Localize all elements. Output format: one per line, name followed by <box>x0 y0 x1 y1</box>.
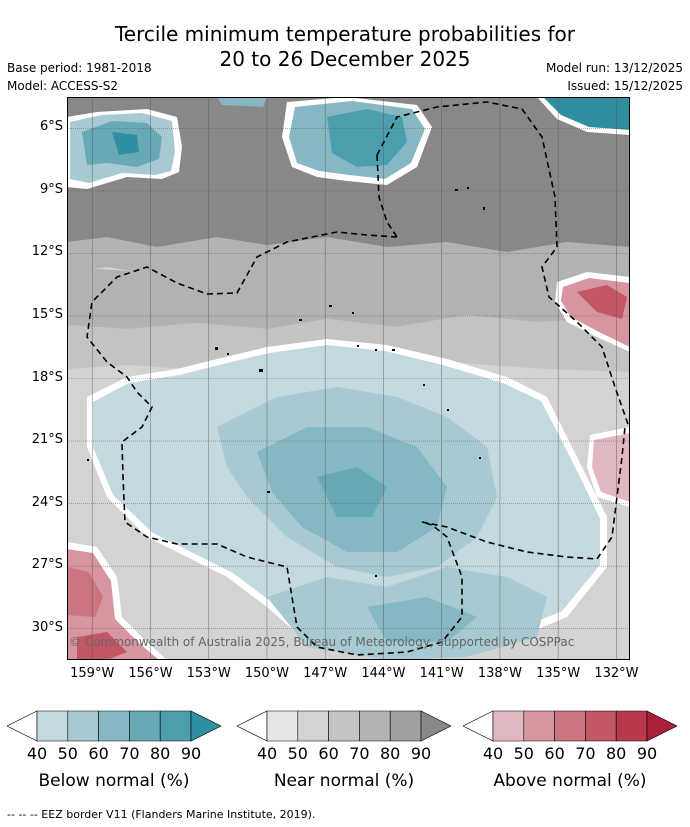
legend-bin <box>266 710 299 742</box>
eez-border-lines <box>86 101 630 656</box>
copyright-notice: © Commonwealth of Australia 2025, Bureau… <box>69 635 574 649</box>
legend-low-arrow <box>7 710 38 742</box>
legend-low-arrow <box>463 710 494 742</box>
base-period: Base period: 1981-2018 <box>7 61 152 75</box>
legend-colorbar-near <box>237 710 451 742</box>
chart-title: Tercile minimum temperature probabilitie… <box>0 22 690 72</box>
longitude-label: 138°W <box>477 666 522 681</box>
latitude-label: 6°S <box>39 119 63 135</box>
legend-bin <box>297 710 329 742</box>
legend-bin <box>389 710 422 742</box>
legend-high-arrow <box>420 710 451 742</box>
longitude-label: 132°W <box>594 666 639 681</box>
legend-tick-label: 50 <box>287 744 308 763</box>
latitude-label: 15°S <box>31 306 63 322</box>
legend-tick-label: 50 <box>513 744 534 763</box>
longitude-label: 141°W <box>419 666 464 681</box>
legend-colorbar-below <box>7 710 221 742</box>
legend-tick-label: 70 <box>575 744 596 763</box>
legend-tick-label: 70 <box>349 744 370 763</box>
latitude-label: 27°S <box>31 557 63 573</box>
legend-colorbar-above <box>463 710 677 742</box>
legend-bin <box>98 710 130 742</box>
legend-tick-label: 80 <box>606 744 627 763</box>
legend-tick-label: 50 <box>57 744 78 763</box>
legend-tick-label: 60 <box>88 744 109 763</box>
legend-bin <box>554 710 586 742</box>
legend-title-near: Near normal (%) <box>273 771 415 791</box>
legend-high-arrow <box>646 710 677 742</box>
latitude-label: 18°S <box>31 369 63 385</box>
legend-tick-label: 70 <box>119 744 140 763</box>
graticule <box>67 97 630 660</box>
metadata-left: Base period: 1981-2018 Model: ACCESS-S2 <box>7 59 152 95</box>
legend-bin <box>36 710 69 742</box>
legend-high-arrow <box>190 710 221 742</box>
latitude-label: 24°S <box>31 494 63 510</box>
legend-title-above: Above normal (%) <box>493 771 647 791</box>
latitude-label: 30°S <box>31 619 63 635</box>
model-name: Model: ACCESS-S2 <box>7 79 119 93</box>
legend-bin <box>129 710 161 742</box>
legend-low-arrow <box>237 710 268 742</box>
title-line-1: Tercile minimum temperature probabilitie… <box>114 22 576 46</box>
legend-bin <box>359 710 391 742</box>
legend-tick-label: 80 <box>380 744 401 763</box>
legend-tick-label: 90 <box>180 744 202 763</box>
legend-tick-label: 40 <box>26 744 48 763</box>
latitude-label: 9°S <box>39 181 63 197</box>
legend-tick-label: 90 <box>636 744 658 763</box>
eez-footnote: -- -- -- EEZ border V11 (Flanders Marine… <box>7 808 316 821</box>
longitude-label: 144°W <box>361 666 406 681</box>
legend-title-below: Below normal (%) <box>38 771 190 791</box>
latitude-label: 21°S <box>31 432 63 448</box>
legend-bin <box>523 710 555 742</box>
metadata-right: Model run: 13/12/2025 Issued: 15/12/2025 <box>546 59 683 95</box>
legend-bin <box>328 710 360 742</box>
legend-tick-label: 40 <box>256 744 278 763</box>
longitude-label: 153°W <box>186 666 231 681</box>
island-markers <box>87 187 485 577</box>
longitude-label: 147°W <box>303 666 348 681</box>
near-normal-70-band <box>67 265 630 329</box>
legend-bin <box>585 710 617 742</box>
title-line-2: 20 to 26 December 2025 <box>219 47 471 71</box>
legend-tick-label: 90 <box>410 744 432 763</box>
legend-bin <box>159 710 192 742</box>
legend-bin <box>67 710 99 742</box>
legend-tick-label: 60 <box>318 744 339 763</box>
longitude-label: 156°W <box>128 666 173 681</box>
longitude-label: 159°W <box>70 666 115 681</box>
issued-date: Issued: 15/12/2025 <box>567 79 683 93</box>
legend-bin <box>615 710 648 742</box>
model-run: Model run: 13/12/2025 <box>545 61 683 75</box>
longitude-label: 150°W <box>244 666 290 681</box>
longitude-label: 135°W <box>536 666 581 681</box>
probability-map: © Commonwealth of Australia 2025, Bureau… <box>67 97 630 660</box>
legend-tick-label: 80 <box>150 744 171 763</box>
legend-bin <box>492 710 525 742</box>
legend-tick-label: 60 <box>544 744 565 763</box>
latitude-label: 12°S <box>31 244 63 260</box>
legend-tick-label: 40 <box>482 744 504 763</box>
